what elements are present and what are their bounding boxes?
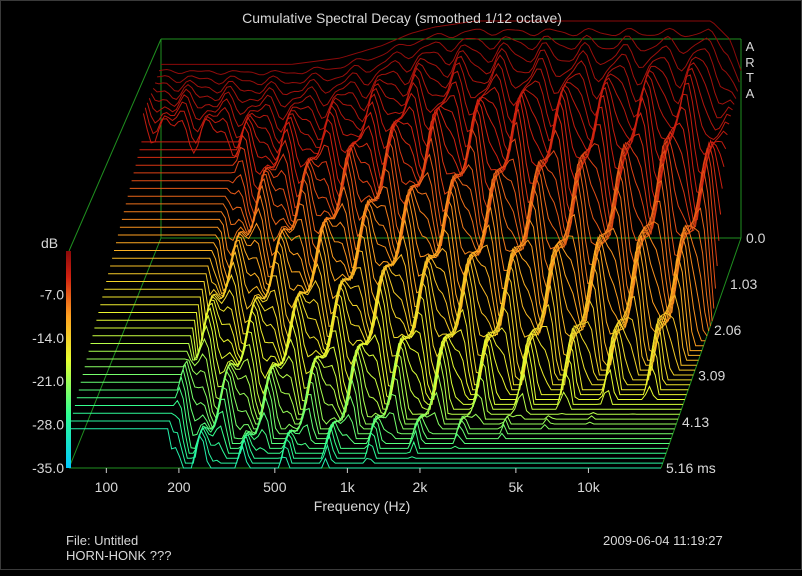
axes: 100 200 500 1k 2k 5k 10k -7.0 -14.0 -21.0 -28.0 -35… bbox=[32, 230, 766, 495]
decay-trace bbox=[104, 276, 692, 381]
decay-trace bbox=[137, 104, 722, 222]
x-tick-label: 1k bbox=[340, 479, 356, 495]
x-tick-label: 2k bbox=[413, 479, 429, 495]
decay-trace bbox=[127, 165, 713, 322]
x-tick-label: 200 bbox=[167, 479, 191, 495]
x-tick-label: 10k bbox=[577, 479, 601, 495]
decay-trace bbox=[161, 20, 742, 71]
colorbar bbox=[66, 251, 71, 468]
decay-trace bbox=[108, 260, 695, 371]
decay-trace bbox=[78, 375, 670, 444]
x-tick-label: 100 bbox=[95, 479, 119, 495]
y-tick-label: -35.0 bbox=[32, 460, 64, 476]
decay-trace bbox=[121, 186, 708, 337]
decay-trace bbox=[114, 234, 701, 356]
x-tick-label: 5k bbox=[508, 479, 524, 495]
decay-trace bbox=[119, 196, 706, 342]
footer-timestamp: 2009-06-04 11:19:27 bbox=[603, 533, 723, 548]
time-tick-label: 4.13 bbox=[682, 414, 709, 430]
time-tick-label: 5.16 ms bbox=[666, 460, 716, 476]
decay-trace bbox=[154, 41, 737, 99]
decay-traces bbox=[69, 20, 742, 469]
y-axis-title: dB bbox=[41, 235, 59, 251]
decay-trace bbox=[158, 27, 740, 83]
y-tick-label: -28.0 bbox=[32, 417, 64, 433]
decay-trace bbox=[74, 399, 667, 454]
decay-trace bbox=[148, 62, 731, 133]
decay-trace bbox=[112, 244, 699, 361]
decay-trace bbox=[110, 251, 697, 366]
footer-file: File: Untitled bbox=[66, 533, 139, 548]
time-tick-label: 1.03 bbox=[730, 276, 757, 292]
chart-title: Cumulative Spectral Decay (smoothed 1/12… bbox=[242, 10, 562, 26]
time-tick-label: 2.06 bbox=[714, 322, 741, 338]
decay-trace bbox=[139, 98, 723, 211]
y-tick-label: -14.0 bbox=[32, 330, 64, 346]
decay-trace bbox=[76, 386, 668, 449]
brand-label: ARTA bbox=[745, 39, 755, 101]
decay-trace bbox=[117, 206, 704, 347]
decay-trace bbox=[157, 34, 739, 92]
decay-trace bbox=[72, 412, 665, 459]
decay-trace bbox=[150, 54, 733, 121]
decay-trace bbox=[141, 90, 725, 195]
time-tick-label: 3.09 bbox=[698, 368, 725, 384]
footer-note: HORN-HONK ??? bbox=[66, 548, 172, 563]
time-tick-label: 0.0 bbox=[746, 230, 766, 246]
y-tick-label: -7.0 bbox=[40, 286, 64, 302]
decay-trace bbox=[69, 428, 661, 469]
decay-trace bbox=[125, 173, 711, 327]
decay-trace bbox=[96, 307, 685, 401]
decay-trace bbox=[129, 152, 715, 309]
decay-trace bbox=[71, 420, 663, 464]
y-tick-label: -21.0 bbox=[32, 373, 64, 389]
x-tick-label: 500 bbox=[263, 479, 287, 495]
decay-trace bbox=[106, 268, 694, 377]
x-axis-title: Frequency (Hz) bbox=[313, 498, 411, 514]
decay-trace bbox=[116, 219, 702, 352]
decay-trace bbox=[152, 47, 735, 108]
decay-trace bbox=[123, 178, 710, 332]
